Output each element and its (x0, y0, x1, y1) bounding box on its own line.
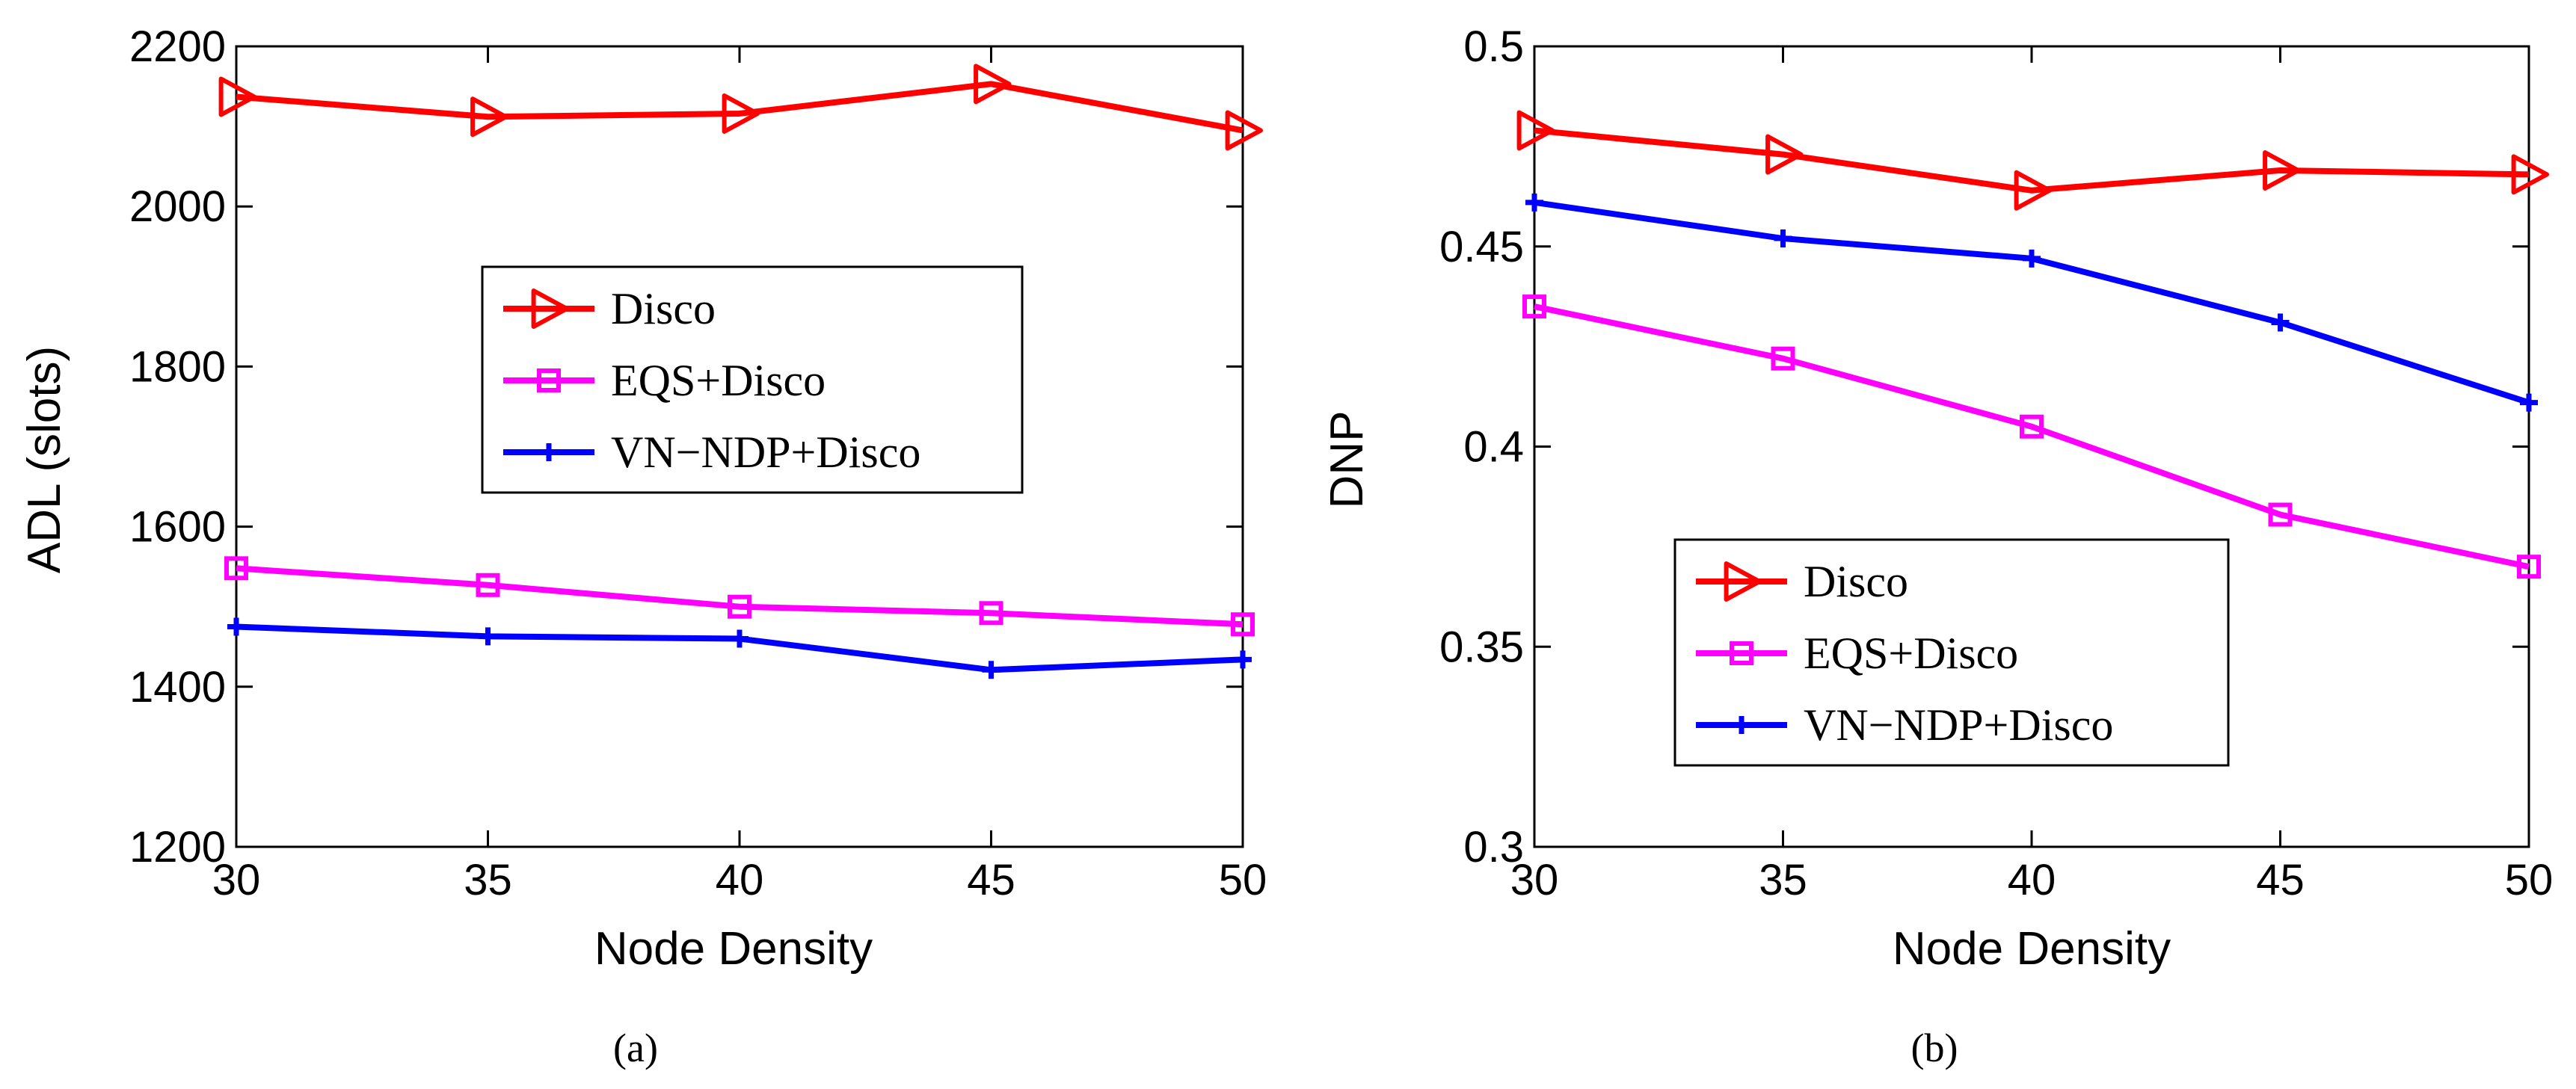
chart-b-ytick-label: 0.3 (1463, 823, 1524, 871)
chart-a-xtick-label: 50 (1219, 856, 1267, 904)
chart-a-ytick-label: 2200 (129, 22, 226, 71)
chart-b-point-1-1 (1771, 346, 1795, 371)
chart-b-legend-label-0: Disco (1804, 557, 1908, 606)
chart-b-point-2-0 (1525, 193, 1543, 212)
chart-b-point-0-4 (2511, 154, 2549, 195)
chart-b-xtick-label: 50 (2505, 856, 2554, 904)
chart-a-legend-marker-2 (540, 443, 558, 461)
chart-a: ADL (slots) Node Density (a) 30 35 40 45 50 1… (19, 22, 1267, 1070)
chart-a-legend-label-1: EQS+Disco (611, 356, 826, 405)
chart-b-point-1-4 (2517, 555, 2541, 579)
chart-a-ytick-label: 2000 (129, 182, 226, 231)
chart-b-point-0-1 (1765, 134, 1804, 175)
chart-a-xtick-label: 40 (716, 856, 764, 904)
chart-a-ytick-label: 1200 (129, 823, 226, 871)
chart-b-point-0-0 (1516, 110, 1555, 151)
chart-a-point-0-3 (974, 64, 1012, 105)
chart-b-xtick-label: 35 (1759, 856, 1807, 904)
chart-a-point-1-1 (476, 573, 500, 597)
chart-b-point-1-0 (1522, 294, 1546, 319)
chart-a-ytick-label: 1800 (129, 342, 226, 391)
chart-b-ytick-label: 0.35 (1439, 623, 1524, 671)
chart-a-ytick-label: 1600 (129, 503, 226, 552)
chart-b-ylabel: DNP (1321, 411, 1373, 509)
chart-b-point-0-3 (2263, 150, 2301, 191)
chart-a-legend-label-2: VN−NDP+Disco (611, 428, 920, 477)
chart-b-point-1-2 (2020, 414, 2044, 439)
chart-b-caption: (b) (1911, 1025, 1958, 1070)
chart-a-point-2-4 (1234, 650, 1252, 669)
chart-a-point-2-2 (731, 629, 748, 648)
chart-b-point-2-3 (2271, 313, 2290, 332)
chart-b-xtick-label: 45 (2256, 856, 2305, 904)
chart-a-legend-marker-1 (537, 368, 561, 392)
chart-b-xtick-label: 30 (1510, 856, 1559, 904)
chart-b-xtick-label: 40 (2008, 856, 2056, 904)
chart-a-point-1-4 (1231, 612, 1255, 637)
chart-a-point-2-3 (982, 661, 1000, 679)
chart-a-ylabel: ADL (slots) (19, 346, 70, 573)
chart-b-legend-label-2: VN−NDP+Disco (1804, 700, 2113, 750)
chart-a-legend-label-0: Disco (611, 284, 716, 333)
chart-a-point-2-1 (479, 627, 497, 646)
chart-a-caption: (a) (613, 1025, 658, 1070)
chart-a-point-1-2 (728, 594, 751, 619)
chart-b-point-0-2 (2014, 170, 2052, 211)
chart-b-point-2-1 (1774, 229, 1792, 248)
chart-b-series-line-2 (1534, 199, 2530, 406)
chart-a-xtick-label: 30 (212, 856, 261, 904)
chart-a-legend-marker-0 (531, 289, 569, 329)
chart-b-series-line-0 (1534, 127, 2530, 194)
chart-a-point-0-0 (218, 76, 256, 117)
chart-a-point-1-3 (979, 601, 1003, 626)
chart-a-point-0-4 (1225, 110, 1263, 151)
chart-b-point-2-4 (2520, 393, 2538, 412)
chart-b-legend-label-1: EQS+Disco (1804, 629, 2018, 678)
chart-b-legend-marker-0 (1724, 561, 1762, 602)
chart-a-ytick-label: 1400 (129, 663, 226, 712)
chart-b-ytick-label: 0.45 (1439, 223, 1524, 271)
chart-b-ytick-label: 0.5 (1463, 22, 1524, 71)
chart-b-ytick-label: 0.4 (1463, 423, 1524, 472)
chart-a-series-line-0 (236, 81, 1244, 134)
chart-a-point-0-1 (470, 96, 508, 138)
chart-a-point-2-0 (227, 617, 245, 636)
chart-a-point-0-2 (722, 93, 760, 134)
chart-a-xlabel: Node Density (594, 923, 873, 975)
chart-a-xtick-label: 45 (967, 856, 1015, 904)
chart-b-legend-marker-2 (1733, 716, 1750, 734)
chart-b-point-1-3 (2268, 502, 2293, 527)
chart-b-series-line-1 (1534, 303, 2530, 570)
chart-b-legend-marker-1 (1730, 641, 1753, 665)
chart-a-xtick-label: 35 (464, 856, 512, 904)
chart-b-point-2-2 (2023, 249, 2041, 268)
chart-a-series-line-1 (236, 565, 1244, 628)
chart-a-point-1-0 (224, 556, 248, 581)
chart-b: DNP Node Density (b) 30 35 40 45 50 0.3 0.35 0.… (1321, 22, 2553, 1070)
chart-b-xlabel: Node Density (1893, 923, 2171, 975)
